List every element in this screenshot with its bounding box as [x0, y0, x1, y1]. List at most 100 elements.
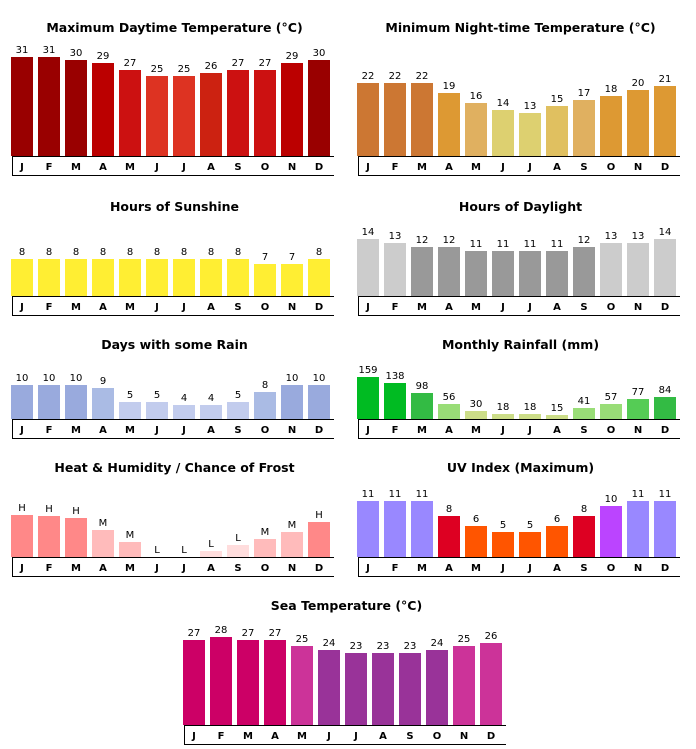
- bar-m-4: [465, 411, 487, 419]
- value-label: 18: [524, 402, 537, 413]
- month-label: S: [234, 425, 241, 436]
- bar-o-9: [254, 264, 276, 296]
- month-label: M: [471, 162, 481, 173]
- value-label: 8: [181, 247, 187, 258]
- value-label: 138: [385, 371, 404, 382]
- value-label: 18: [497, 402, 510, 413]
- month-label: O: [433, 731, 442, 742]
- month-label: M: [125, 302, 135, 313]
- value-label: 11: [416, 489, 429, 500]
- bar-d-11: [308, 522, 330, 557]
- bar-j-0: [11, 259, 33, 296]
- month-label: M: [471, 302, 481, 313]
- month-label: J: [191, 731, 196, 742]
- month-label: N: [634, 162, 642, 173]
- month-label: J: [19, 563, 24, 574]
- month-label: N: [288, 425, 296, 436]
- bar-o-9: [254, 392, 276, 419]
- value-label: 8: [127, 247, 133, 258]
- chart-title: Hours of Daylight: [459, 199, 582, 214]
- month-label: J: [527, 563, 532, 574]
- bar-d-11: [308, 60, 330, 156]
- month-label: D: [315, 302, 323, 313]
- value-label: 8: [154, 247, 160, 258]
- month-label: F: [218, 731, 225, 742]
- value-label: 27: [232, 58, 245, 69]
- bar-j-0: [357, 501, 379, 557]
- bar-d-11: [654, 239, 676, 296]
- month-label: J: [527, 302, 532, 313]
- month-label: S: [580, 302, 587, 313]
- month-label: J: [527, 162, 532, 173]
- month-label: A: [553, 425, 561, 436]
- value-label: M: [126, 530, 135, 541]
- month-label: M: [297, 731, 307, 742]
- month-label: M: [71, 302, 81, 313]
- value-label: 19: [443, 81, 456, 92]
- bar-j-0: [357, 83, 379, 156]
- month-label: J: [181, 563, 186, 574]
- month-label: A: [99, 425, 107, 436]
- bar-j-5: [492, 532, 514, 557]
- value-label: 11: [632, 489, 645, 500]
- month-label: J: [353, 731, 358, 742]
- value-label: 18: [605, 84, 618, 95]
- bar-o-9: [600, 243, 622, 296]
- value-label: 31: [43, 45, 56, 56]
- value-label: 8: [446, 504, 452, 515]
- bar-m-4: [119, 70, 141, 156]
- month-label: J: [154, 425, 159, 436]
- bar-a-3: [92, 388, 114, 419]
- chart-title: Days with some Rain: [101, 337, 248, 352]
- value-label: 29: [286, 51, 299, 62]
- value-label: 10: [16, 373, 29, 384]
- value-label: 13: [389, 231, 402, 242]
- bar-j-5: [146, 76, 168, 156]
- bar-a-3: [264, 640, 286, 725]
- chart-title: Sea Temperature (°C): [271, 598, 422, 613]
- value-label: 5: [500, 520, 506, 531]
- bar-a-3: [92, 530, 114, 557]
- month-label: F: [46, 302, 53, 313]
- max-daytime-temp-chart: Maximum Daytime Temperature (°C) 31 J 31 F 30…: [11, 20, 334, 176]
- month-label: D: [661, 162, 669, 173]
- value-label: 8: [100, 247, 106, 258]
- month-label: A: [207, 563, 215, 574]
- month-label: O: [261, 563, 270, 574]
- bar-s-8: [573, 247, 595, 296]
- bar-j-6: [173, 405, 195, 419]
- month-label: S: [234, 162, 241, 173]
- bar-a-7: [200, 405, 222, 419]
- month-label: N: [460, 731, 468, 742]
- month-label: N: [634, 302, 642, 313]
- bar-a-7: [546, 526, 568, 557]
- bar-o-9: [600, 506, 622, 557]
- month-label: J: [181, 302, 186, 313]
- month-label: A: [99, 302, 107, 313]
- value-label: 84: [659, 385, 672, 396]
- month-label: J: [500, 563, 505, 574]
- bar-a-7: [372, 653, 394, 725]
- month-label: N: [634, 425, 642, 436]
- value-label: 10: [43, 373, 56, 384]
- month-label: N: [288, 162, 296, 173]
- month-label: A: [207, 162, 215, 173]
- value-label: 6: [473, 514, 479, 525]
- value-label: 7: [289, 252, 295, 263]
- bar-n-10: [627, 501, 649, 557]
- month-label: J: [154, 563, 159, 574]
- month-label: A: [553, 162, 561, 173]
- value-label: 98: [416, 381, 429, 392]
- month-label: J: [154, 302, 159, 313]
- bar-j-6: [519, 251, 541, 296]
- bar-j-0: [11, 57, 33, 156]
- month-label: A: [445, 425, 453, 436]
- bar-s-8: [227, 402, 249, 419]
- month-label: J: [365, 563, 370, 574]
- value-label: 13: [632, 231, 645, 242]
- bar-j-5: [492, 414, 514, 419]
- month-label: M: [125, 563, 135, 574]
- value-label: 11: [551, 239, 564, 250]
- month-label: J: [154, 162, 159, 173]
